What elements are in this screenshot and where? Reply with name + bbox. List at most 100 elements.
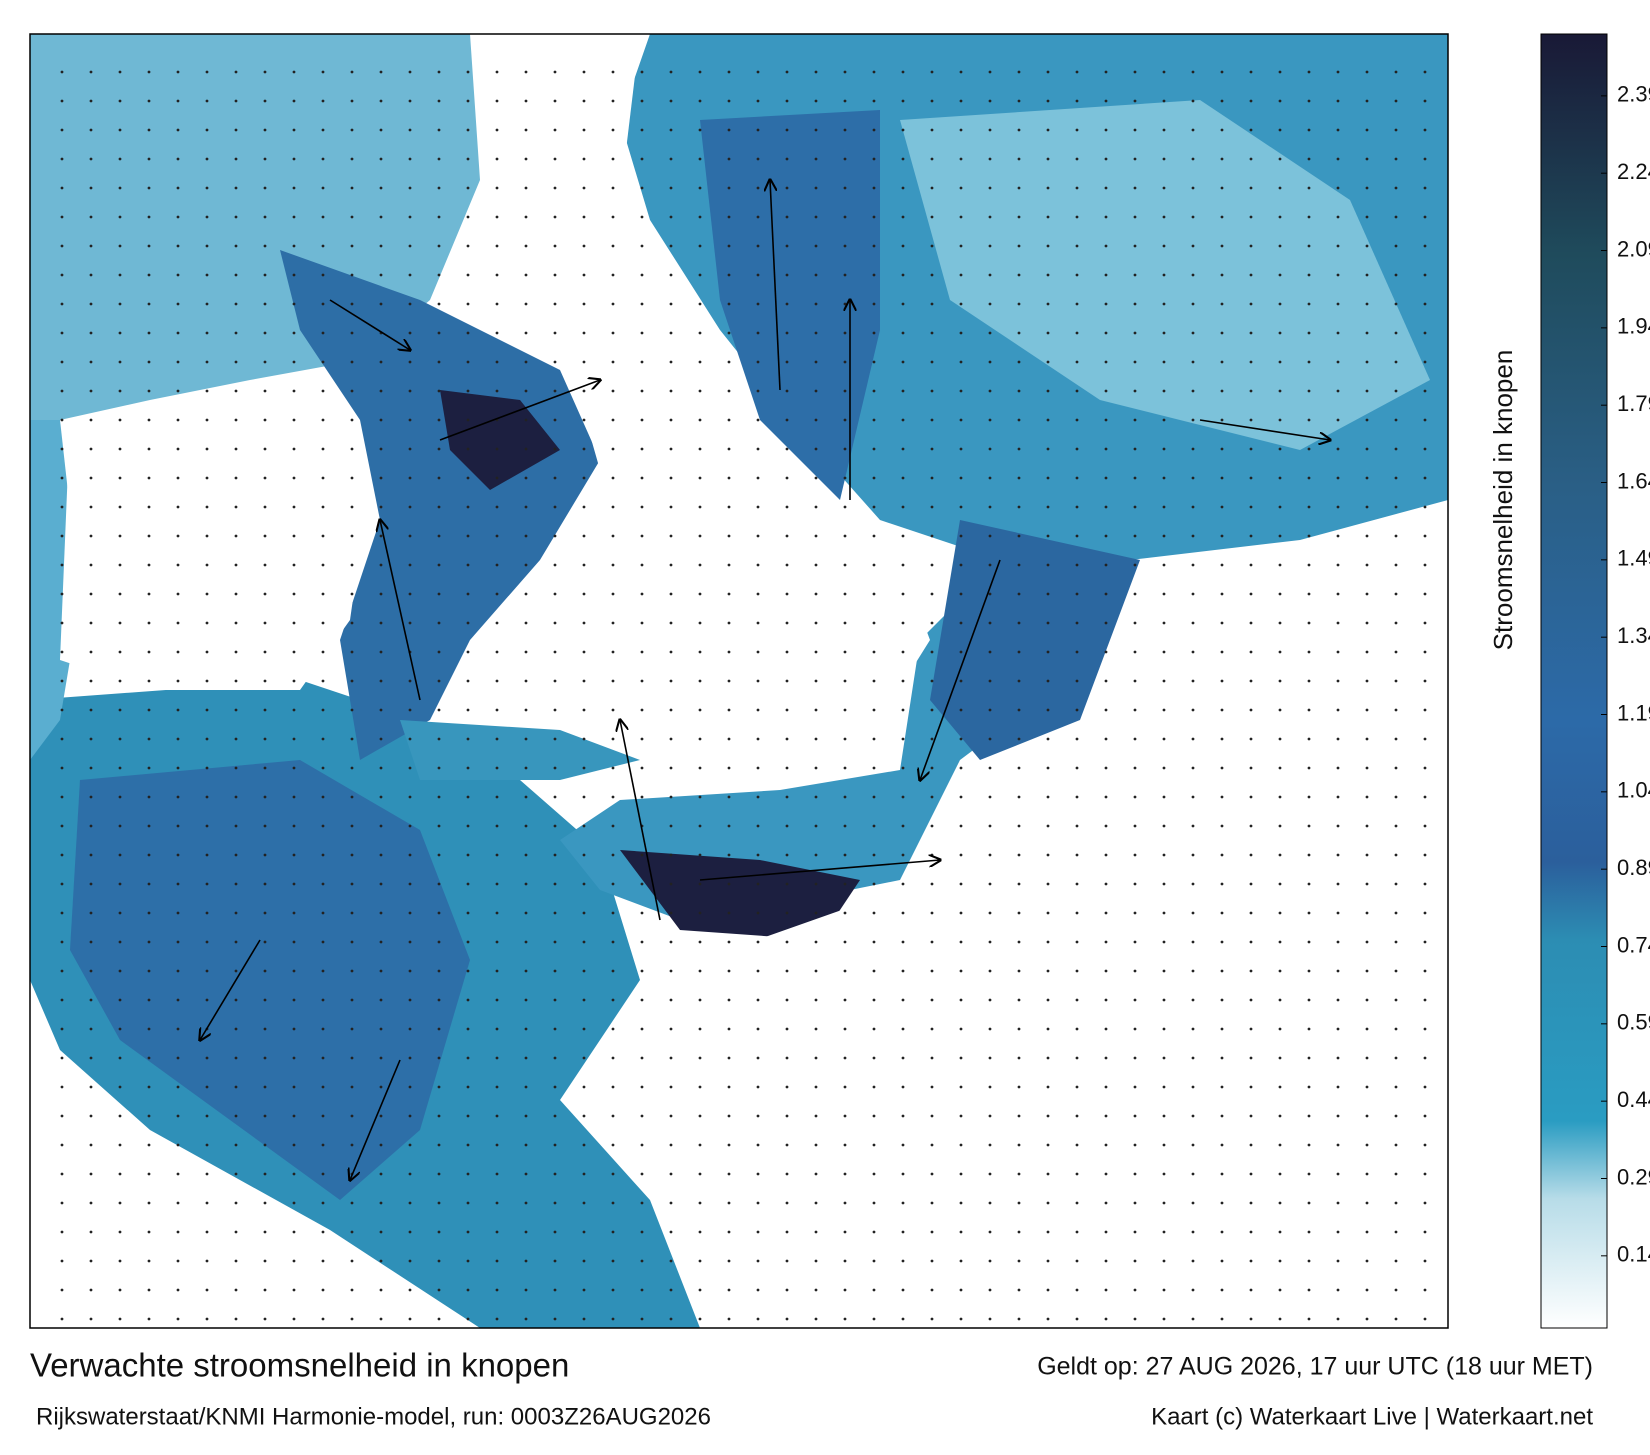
grid-dot bbox=[1336, 331, 1340, 335]
grid-dot bbox=[176, 1143, 180, 1147]
grid-dot bbox=[408, 1317, 412, 1321]
grid-dot bbox=[553, 1259, 557, 1263]
grid-dot bbox=[118, 824, 122, 828]
grid-dot bbox=[234, 737, 238, 741]
grid-dot bbox=[1423, 1056, 1427, 1060]
grid-dot bbox=[408, 418, 412, 422]
grid-dot bbox=[1365, 1114, 1369, 1118]
grid-dot bbox=[611, 331, 615, 335]
grid-dot bbox=[1220, 1172, 1224, 1176]
grid-dot bbox=[60, 244, 64, 248]
grid-dot bbox=[437, 737, 441, 741]
grid-dot bbox=[640, 795, 644, 799]
grid-dot bbox=[727, 1201, 731, 1205]
grid-dot bbox=[1162, 824, 1166, 828]
grid-dot bbox=[1104, 534, 1108, 538]
grid-dot bbox=[959, 505, 963, 509]
grid-dot bbox=[872, 940, 876, 944]
land bbox=[760, 560, 930, 720]
grid-dot bbox=[234, 70, 238, 74]
grid-dot bbox=[785, 128, 789, 132]
grid-dot bbox=[553, 1288, 557, 1292]
grid-dot bbox=[1365, 215, 1369, 219]
grid-dot bbox=[843, 99, 847, 103]
current-arrows bbox=[200, 180, 1330, 1180]
grid-dot bbox=[756, 99, 760, 103]
grid-dot bbox=[408, 1288, 412, 1292]
grid-dot bbox=[89, 621, 93, 625]
grid-dot bbox=[1249, 128, 1253, 132]
grid-dot bbox=[1336, 447, 1340, 451]
grid-dot bbox=[1278, 360, 1282, 364]
grid-dot bbox=[1365, 737, 1369, 741]
grid-dot bbox=[176, 505, 180, 509]
grid-dot bbox=[814, 563, 818, 567]
grid-dot bbox=[321, 360, 325, 364]
grid-dot bbox=[1191, 766, 1195, 770]
grid-dot bbox=[1394, 650, 1398, 654]
grid-dot bbox=[263, 853, 267, 857]
grid-dot bbox=[466, 940, 470, 944]
grid-dot bbox=[89, 911, 93, 915]
grid-dot bbox=[263, 215, 267, 219]
grid-dot bbox=[147, 969, 151, 973]
grid-dot bbox=[437, 795, 441, 799]
grid-dot bbox=[292, 766, 296, 770]
grid-dot bbox=[959, 795, 963, 799]
grid-dot bbox=[408, 1114, 412, 1118]
grid-dot bbox=[350, 1259, 354, 1263]
grid-dot bbox=[1133, 244, 1137, 248]
grid-dot bbox=[901, 1230, 905, 1234]
grid-dot bbox=[1017, 331, 1021, 335]
grid-dot bbox=[698, 70, 702, 74]
grid-dot bbox=[1336, 302, 1340, 306]
grid-dot bbox=[553, 650, 557, 654]
grid-dot bbox=[1046, 534, 1050, 538]
grid-dot bbox=[785, 1172, 789, 1176]
grid-dot bbox=[1017, 534, 1021, 538]
grid-dot bbox=[756, 1230, 760, 1234]
grid-dot bbox=[176, 1114, 180, 1118]
grid-dot bbox=[1307, 911, 1311, 915]
grid-dot bbox=[147, 534, 151, 538]
grid-dot bbox=[1249, 1259, 1253, 1263]
grid-dot bbox=[1307, 505, 1311, 509]
grid-dot bbox=[350, 1288, 354, 1292]
grid-dot bbox=[727, 708, 731, 712]
grid-dot bbox=[205, 882, 209, 886]
grid-dot bbox=[408, 244, 412, 248]
grid-dot bbox=[553, 563, 557, 567]
grid-dot bbox=[930, 621, 934, 625]
grid-dot bbox=[147, 389, 151, 393]
grid-dot bbox=[1278, 244, 1282, 248]
grid-dot bbox=[843, 360, 847, 364]
grid-dot bbox=[1278, 273, 1282, 277]
grid-dot bbox=[466, 505, 470, 509]
grid-dot bbox=[901, 621, 905, 625]
grid-dot bbox=[466, 70, 470, 74]
grid-dot bbox=[785, 650, 789, 654]
grid-dot bbox=[524, 360, 528, 364]
grid-dot bbox=[843, 1288, 847, 1292]
grid-dot bbox=[872, 998, 876, 1002]
grid-dot bbox=[727, 650, 731, 654]
grid-dot bbox=[988, 360, 992, 364]
grid-dot bbox=[1423, 679, 1427, 683]
grid-dot bbox=[1394, 1317, 1398, 1321]
grid-dot bbox=[1162, 157, 1166, 161]
grid-dot bbox=[1104, 679, 1108, 683]
grid-dot bbox=[89, 882, 93, 886]
grid-dot bbox=[1162, 737, 1166, 741]
grid-dot bbox=[321, 998, 325, 1002]
grid-dot bbox=[466, 534, 470, 538]
grid-dot bbox=[1307, 331, 1311, 335]
grid-dot bbox=[1133, 621, 1137, 625]
grid-dot bbox=[872, 389, 876, 393]
grid-dot bbox=[408, 1201, 412, 1205]
grid-dot bbox=[756, 157, 760, 161]
grid-dot bbox=[466, 302, 470, 306]
grid-dot bbox=[669, 302, 673, 306]
grid-dot bbox=[1336, 1230, 1340, 1234]
grid-dot bbox=[1162, 70, 1166, 74]
grid-dot bbox=[640, 911, 644, 915]
